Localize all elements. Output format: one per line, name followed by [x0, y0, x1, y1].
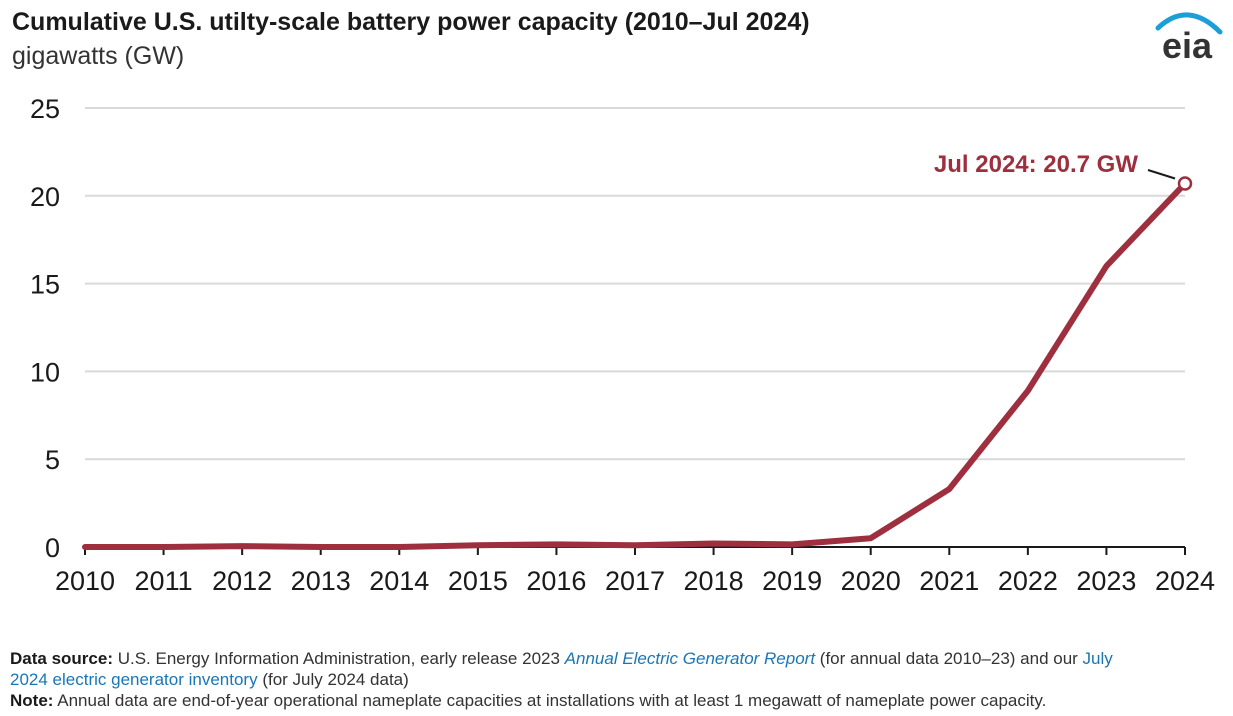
annotation-leader-line	[1147, 169, 1176, 180]
note-text: Annual data are end-of-year operational …	[53, 691, 1047, 710]
x-tick-label: 2015	[448, 566, 508, 596]
y-tick-label: 5	[45, 445, 60, 475]
inventory-link-part-2[interactable]: 2024 electric generator inventory	[10, 670, 258, 689]
data-source-label: Data source:	[10, 649, 113, 668]
x-tick-label: 2020	[841, 566, 901, 596]
series-layer	[82, 180, 1188, 550]
eia-logo-arc	[1155, 12, 1223, 35]
annotation-layer: Jul 2024: 20.7 GW	[934, 151, 1193, 191]
eia-logo: eia	[1155, 12, 1223, 64]
y-tick-label: 20	[30, 182, 60, 212]
annual-generator-report-link[interactable]: Annual Electric Generator Report	[564, 649, 816, 668]
data-source-text-2: (for annual data 2010–23) and our	[815, 649, 1083, 668]
chart-title: Cumulative U.S. utilty-scale battery pow…	[12, 8, 810, 36]
x-tick-label: 2019	[762, 566, 822, 596]
data-source-row-2: 2024 electric generator inventory (for J…	[10, 669, 1233, 690]
x-tick-label: 2011	[135, 566, 193, 596]
y-tick-label: 10	[30, 357, 60, 387]
x-tick-label: 2012	[212, 566, 272, 596]
footer: Data source: U.S. Energy Information Adm…	[10, 648, 1233, 711]
note-label: Note:	[10, 691, 54, 710]
x-tick-label: 2014	[369, 566, 429, 596]
x-tick-label: 2023	[1076, 566, 1136, 596]
y-tick-label: 15	[30, 270, 60, 300]
x-tick-label: 2021	[919, 566, 979, 596]
y-tick-label: 0	[45, 533, 60, 563]
x-tick-label: 2024	[1155, 566, 1215, 596]
x-tick-label: 2010	[55, 566, 115, 596]
data-source-text-1: U.S. Energy Information Administration, …	[112, 649, 565, 668]
y-tick-label: 25	[30, 94, 60, 124]
y-axis-ticks: 0 5 10 15 20 25	[30, 94, 60, 563]
x-tick-label: 2017	[605, 566, 665, 596]
chart-subtitle: gigawatts (GW)	[12, 42, 185, 70]
gridlines	[85, 107, 1185, 461]
x-tick-label: 2018	[684, 566, 744, 596]
data-source-row: Data source: U.S. Energy Information Adm…	[10, 648, 1233, 669]
x-tick-label: 2016	[526, 566, 586, 596]
note-row: Note: Annual data are end-of-year operat…	[10, 690, 1233, 711]
inventory-link-part-1[interactable]: July	[1082, 649, 1113, 668]
series-line	[82, 180, 1188, 550]
x-axis: 2010 2011 2012 2013 2014 2015 2016 2017 2018 2019…	[55, 546, 1215, 596]
endpoint-annotation: Jul 2024: 20.7 GW	[934, 151, 1138, 178]
x-tick-label: 2013	[291, 566, 351, 596]
x-tick-label: 2022	[998, 566, 1058, 596]
endpoint-marker	[1177, 176, 1193, 191]
eia-logo-text: eia	[1162, 25, 1213, 64]
data-source-text-3: (for July 2024 data)	[257, 670, 409, 689]
